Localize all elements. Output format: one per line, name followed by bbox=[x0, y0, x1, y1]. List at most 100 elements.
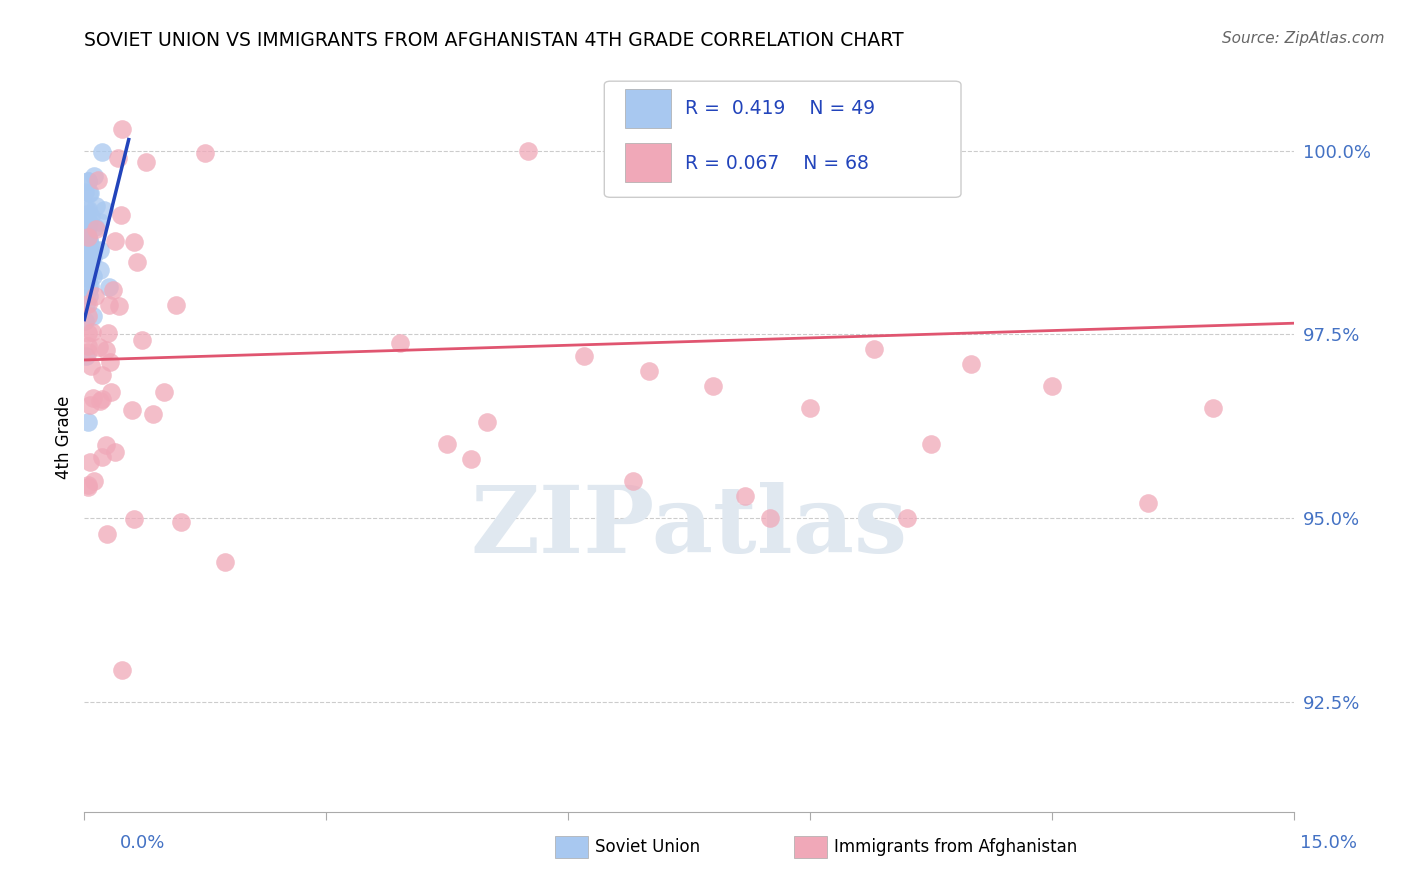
Point bbox=[83, 219, 105, 234]
Point bbox=[76, 233, 98, 247]
Point bbox=[572, 349, 595, 363]
Point bbox=[111, 121, 134, 136]
Point bbox=[82, 250, 104, 264]
Point bbox=[75, 297, 97, 311]
Point bbox=[77, 345, 100, 359]
Point bbox=[799, 401, 821, 415]
Point bbox=[76, 174, 98, 188]
Point bbox=[80, 210, 103, 224]
Point bbox=[214, 555, 236, 569]
Text: 0.0%: 0.0% bbox=[120, 834, 165, 852]
Point bbox=[83, 242, 105, 256]
Point bbox=[477, 416, 499, 430]
Point bbox=[79, 455, 101, 469]
Point bbox=[82, 309, 104, 323]
Text: R =  0.419    N = 49: R = 0.419 N = 49 bbox=[685, 99, 876, 119]
Point bbox=[79, 279, 101, 293]
Point bbox=[76, 207, 98, 221]
Point bbox=[93, 202, 115, 217]
Point bbox=[97, 326, 120, 341]
Point bbox=[84, 289, 107, 303]
Point bbox=[77, 173, 100, 187]
Point bbox=[77, 309, 100, 323]
Point bbox=[165, 297, 187, 311]
Point bbox=[73, 262, 96, 277]
Point bbox=[75, 221, 97, 235]
Text: SOVIET UNION VS IMMIGRANTS FROM AFGHANISTAN 4TH GRADE CORRELATION CHART: SOVIET UNION VS IMMIGRANTS FROM AFGHANIS… bbox=[84, 30, 904, 50]
Point bbox=[77, 339, 100, 353]
Point bbox=[94, 437, 117, 451]
FancyBboxPatch shape bbox=[605, 81, 962, 197]
Point bbox=[79, 186, 101, 200]
Point bbox=[153, 385, 176, 400]
Point bbox=[80, 359, 103, 373]
Point bbox=[80, 246, 103, 260]
Point bbox=[98, 298, 121, 312]
Point bbox=[77, 271, 100, 285]
Point bbox=[127, 254, 149, 268]
Point bbox=[83, 169, 105, 184]
Point bbox=[170, 515, 193, 529]
Point bbox=[84, 222, 107, 236]
Point bbox=[73, 185, 96, 199]
Point bbox=[79, 398, 101, 412]
Point bbox=[104, 234, 127, 248]
Point bbox=[90, 145, 112, 160]
Point bbox=[516, 144, 538, 158]
Point bbox=[77, 478, 100, 492]
Point bbox=[89, 340, 111, 354]
Point bbox=[621, 474, 644, 488]
Point bbox=[77, 297, 100, 311]
Point bbox=[107, 151, 129, 165]
Point bbox=[1137, 496, 1160, 510]
Point bbox=[77, 230, 100, 244]
Point bbox=[77, 289, 100, 303]
Point bbox=[111, 663, 134, 677]
Point bbox=[80, 325, 103, 339]
Point bbox=[79, 282, 101, 296]
Point bbox=[77, 234, 100, 248]
Point bbox=[73, 271, 96, 285]
Point bbox=[75, 252, 97, 267]
Point bbox=[76, 202, 98, 217]
Point bbox=[101, 283, 124, 297]
Point bbox=[460, 452, 482, 467]
Point bbox=[89, 263, 111, 277]
Point bbox=[76, 224, 98, 238]
Point bbox=[920, 437, 942, 451]
Point bbox=[75, 349, 97, 363]
Point bbox=[77, 233, 100, 247]
Y-axis label: 4th Grade: 4th Grade bbox=[55, 395, 73, 479]
Point bbox=[76, 216, 98, 230]
Point bbox=[863, 342, 886, 356]
Text: ZIPatlas: ZIPatlas bbox=[471, 482, 907, 572]
Point bbox=[194, 146, 217, 161]
Point bbox=[77, 270, 100, 285]
Point bbox=[77, 480, 100, 494]
Point bbox=[90, 368, 112, 382]
Point bbox=[734, 489, 756, 503]
Point bbox=[96, 343, 118, 357]
Point bbox=[83, 474, 105, 488]
Point bbox=[100, 384, 122, 399]
Point bbox=[77, 202, 100, 216]
Point bbox=[80, 255, 103, 269]
Point bbox=[98, 280, 121, 294]
Point bbox=[96, 527, 118, 541]
Point bbox=[1040, 378, 1063, 392]
Point bbox=[104, 445, 127, 459]
Point bbox=[76, 229, 98, 244]
Point bbox=[131, 333, 153, 347]
Point bbox=[77, 239, 100, 253]
Point bbox=[135, 155, 157, 169]
Point bbox=[637, 364, 659, 378]
Point bbox=[87, 173, 110, 187]
Point bbox=[91, 450, 114, 465]
Point bbox=[89, 215, 111, 229]
Point bbox=[75, 264, 97, 278]
Point bbox=[436, 437, 458, 451]
Point bbox=[110, 208, 132, 222]
Text: R = 0.067    N = 68: R = 0.067 N = 68 bbox=[685, 154, 869, 173]
Point bbox=[142, 407, 165, 421]
Text: Immigrants from Afghanistan: Immigrants from Afghanistan bbox=[834, 838, 1077, 856]
